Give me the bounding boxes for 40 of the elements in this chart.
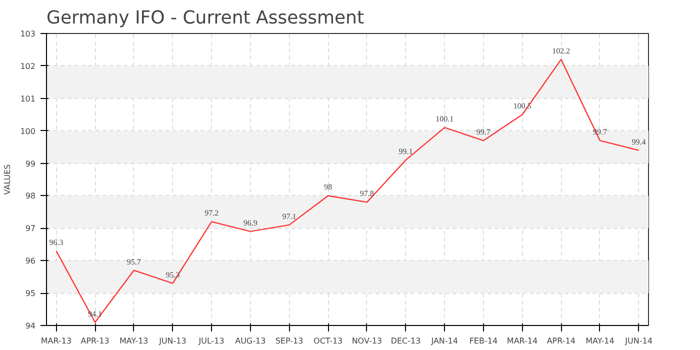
- y-tick-label: 101: [20, 94, 36, 104]
- x-tick-label: JAN-14: [430, 336, 458, 346]
- x-tick-label: MAR-14: [506, 336, 538, 346]
- x-tick-label: JUN-13: [158, 336, 186, 346]
- y-tick-label: 99: [25, 159, 36, 168]
- x-tick-label: DEC-13: [390, 336, 421, 346]
- data-label: 96.3: [49, 238, 64, 247]
- data-label: 97.1: [282, 212, 296, 221]
- data-label: 97.2: [204, 208, 219, 218]
- data-label: 99.7: [476, 128, 490, 137]
- y-tick-label: 102: [20, 62, 36, 71]
- x-tick-label: JUL-13: [198, 336, 224, 346]
- x-tick-label: SEP-13: [275, 336, 304, 346]
- data-label: 99.1: [398, 147, 413, 156]
- x-tick-label: AUG-13: [235, 336, 266, 346]
- y-tick-label: 96: [25, 256, 36, 266]
- x-tick-label: JUN-14: [624, 336, 652, 346]
- y-tick-label: 97: [25, 224, 36, 234]
- y-axis-title: VALUES: [3, 164, 12, 195]
- y-tick-label: 95: [25, 289, 36, 298]
- x-tick-label: APR-14: [546, 336, 576, 346]
- y-tick-label: 94: [25, 322, 36, 330]
- data-label: 102.2: [552, 46, 570, 56]
- x-tick-label: NOV-13: [352, 336, 382, 346]
- y-tick-label: 100: [20, 126, 36, 136]
- data-label: 96.9: [243, 218, 258, 228]
- y-tick-label: 103: [20, 30, 36, 38]
- x-tick-label: APR-13: [80, 336, 110, 346]
- chart-title: Germany IFO - Current Assessment: [46, 8, 364, 28]
- data-label: 100.1: [436, 114, 454, 124]
- data-label: 95.7: [126, 257, 141, 266]
- x-tick-label: OCT-13: [314, 336, 343, 346]
- x-tick-label: MAR-13: [40, 336, 72, 346]
- x-tick-label: MAY-14: [586, 336, 614, 346]
- x-tick-label: MAY-13: [120, 336, 148, 346]
- data-label: 98: [324, 182, 332, 192]
- x-tick-label: FEB-14: [469, 336, 498, 346]
- data-label: 99.4: [632, 137, 646, 146]
- y-tick-label: 98: [25, 192, 36, 201]
- data-label: 97.8: [360, 189, 374, 198]
